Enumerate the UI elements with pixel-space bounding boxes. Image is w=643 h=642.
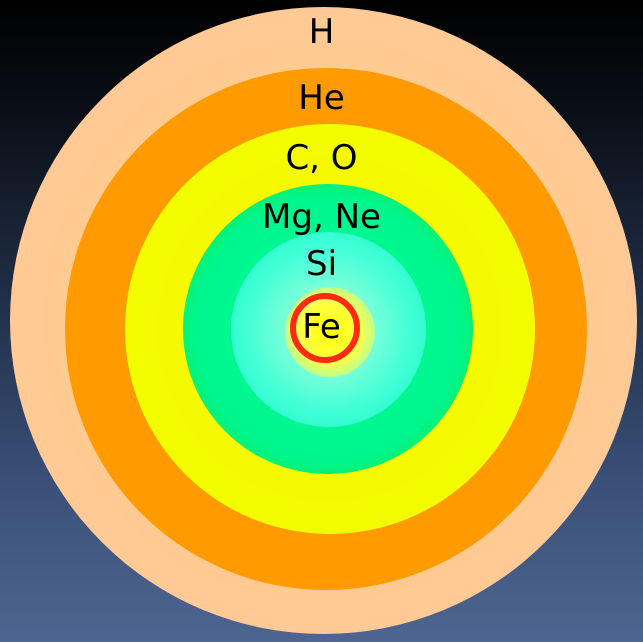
- label-helium: He: [298, 78, 345, 118]
- label-iron: Fe: [302, 307, 341, 347]
- label-carbon-oxygen: C, O: [285, 138, 358, 178]
- label-silicon: Si: [305, 244, 338, 284]
- label-hydrogen: H: [308, 12, 335, 52]
- iron-core-highlight-ring: [290, 293, 360, 363]
- label-magnesium-neon: Mg, Ne: [262, 197, 381, 237]
